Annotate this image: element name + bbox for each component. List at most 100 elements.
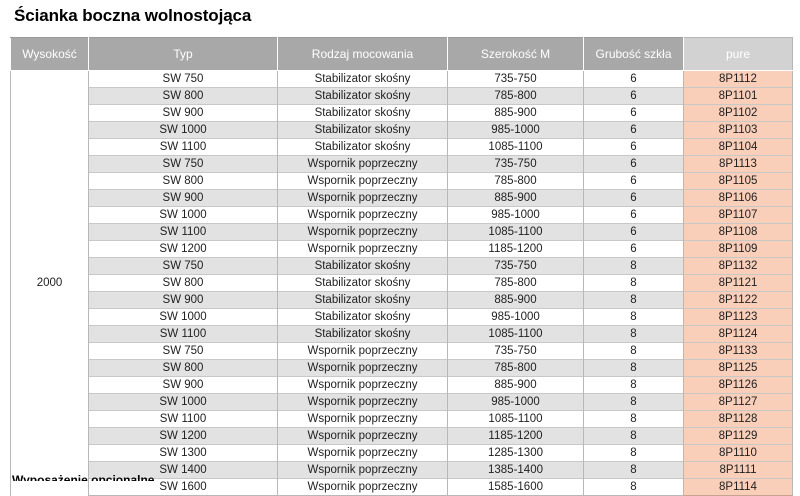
cell-type: SW 1300 [88, 444, 278, 462]
cell-mounting: Stabilizator skośny [277, 70, 448, 88]
cell-type: SW 900 [88, 376, 278, 394]
cell-glass-thickness: 6 [583, 138, 684, 156]
cell-mounting: Stabilizator skośny [277, 87, 448, 105]
cell-type: SW 800 [88, 172, 278, 190]
cell-pure-code: 8P1104 [683, 138, 793, 156]
cell-mounting: Wspornik poprzeczny [277, 410, 448, 428]
document-page: Ścianka boczna wolnostojąca Wysokość Typ… [10, 6, 793, 496]
column-header-glass-thickness: Grubość szkła [583, 37, 684, 71]
cell-width: 1585-1600 [447, 478, 584, 496]
cell-width: 985-1000 [447, 121, 584, 139]
cell-width: 885-900 [447, 104, 584, 122]
cell-pure-code: 8P1107 [683, 206, 793, 224]
cell-width: 1085-1100 [447, 223, 584, 241]
cell-pure-code: 8P1102 [683, 104, 793, 122]
cell-mounting: Stabilizator skośny [277, 121, 448, 139]
cell-glass-thickness: 8 [583, 308, 684, 326]
column-header-height: Wysokość [10, 37, 89, 71]
cell-type: SW 1000 [88, 393, 278, 411]
cell-glass-thickness: 6 [583, 70, 684, 88]
cell-mounting: Wspornik poprzeczny [277, 376, 448, 394]
cell-pure-code: 8P1109 [683, 240, 793, 258]
cell-glass-thickness: 8 [583, 461, 684, 479]
cell-mounting: Stabilizator skośny [277, 257, 448, 275]
cell-type: SW 1600 [88, 478, 278, 496]
cell-pure-code: 8P1111 [683, 461, 793, 479]
cell-type: SW 900 [88, 104, 278, 122]
cell-mounting: Stabilizator skośny [277, 308, 448, 326]
table-row: SW 1200 Wspornik poprzeczny 1185-1200 6 8P11… [11, 240, 793, 258]
column-header-width: Szerokość M [447, 37, 584, 71]
column-header-type: Typ [88, 37, 278, 71]
table-row: SW 1000 Wspornik poprzeczny 985-1000 6 8P110… [11, 206, 793, 224]
cell-mounting: Wspornik poprzeczny [277, 189, 448, 207]
cell-width: 885-900 [447, 376, 584, 394]
column-header-pure: pure [683, 37, 793, 71]
table-row: 2000 SW 750 Stabilizator skośny 735-750 6 8P1… [10, 70, 793, 496]
cell-glass-thickness: 6 [583, 121, 684, 139]
table-row: SW 1000 Stabilizator skośny 985-1000 6 8P110… [11, 121, 793, 139]
cell-pure-code: 8P1105 [683, 172, 793, 190]
cell-width: 785-800 [447, 172, 584, 190]
cell-mounting: Wspornik poprzeczny [277, 342, 448, 360]
footnote-text: Wyposażenie opcjonalne [12, 473, 155, 481]
cell-pure-code: 8P1132 [683, 257, 793, 275]
table-row: SW 1600 Wspornik poprzeczny 1585-1600 8 8P11… [11, 478, 793, 496]
cell-mounting: Wspornik poprzeczny [277, 155, 448, 173]
cell-glass-thickness: 8 [583, 325, 684, 343]
cell-pure-code: 8P1112 [683, 70, 793, 88]
cell-mounting: Stabilizator skośny [277, 104, 448, 122]
cell-glass-thickness: 8 [583, 410, 684, 428]
cell-glass-thickness: 6 [583, 189, 684, 207]
cell-type: SW 900 [88, 291, 278, 309]
table-row: SW 1300 Wspornik poprzeczny 1285-1300 8 8P11… [11, 444, 793, 462]
cell-pure-code: 8P1128 [683, 410, 793, 428]
table-header: Wysokość Typ Rodzaj mocowania Szerokość … [10, 37, 793, 71]
cell-width: 1085-1100 [447, 410, 584, 428]
table-row: SW 750 Stabilizator skośny 735-750 8 8P1132 [11, 257, 793, 275]
cell-pure-code: 8P1101 [683, 87, 793, 105]
cell-mounting: Wspornik poprzeczny [277, 393, 448, 411]
cell-width: 735-750 [447, 257, 584, 275]
cell-type: SW 1000 [88, 206, 278, 224]
page-title: Ścianka boczna wolnostojąca [14, 6, 252, 25]
cell-glass-thickness: 6 [583, 155, 684, 173]
table-row: SW 1400 Wspornik poprzeczny 1385-1400 8 8P11… [11, 461, 793, 479]
cell-glass-thickness: 8 [583, 444, 684, 462]
cell-width: 985-1000 [447, 393, 584, 411]
table-body: 2000 SW 750 Stabilizator skośny 735-750 6 8P1… [10, 70, 793, 496]
cell-glass-thickness: 6 [583, 87, 684, 105]
cell-width: 1085-1100 [447, 325, 584, 343]
table-row: SW 800 Wspornik poprzeczny 785-800 6 8P1105 [11, 172, 793, 190]
cell-width: 785-800 [447, 274, 584, 292]
cell-glass-thickness: 6 [583, 223, 684, 241]
table-row: SW 1100 Wspornik poprzeczny 1085-1100 6 8P11… [11, 223, 793, 241]
cell-glass-thickness: 8 [583, 291, 684, 309]
cell-type: SW 1100 [88, 325, 278, 343]
cell-type: SW 1000 [88, 308, 278, 326]
cell-glass-thickness: 6 [583, 206, 684, 224]
cell-type: SW 1200 [88, 240, 278, 258]
cell-pure-code: 8P1124 [683, 325, 793, 343]
table-row: SW 900 Stabilizator skośny 885-900 6 8P1102 [11, 104, 793, 122]
cell-pure-code: 8P1106 [683, 189, 793, 207]
cell-mounting: Stabilizator skośny [277, 291, 448, 309]
cell-width: 1285-1300 [447, 444, 584, 462]
cell-width: 1185-1200 [447, 240, 584, 258]
table-row: SW 750 Wspornik poprzeczny 735-750 6 8P1113 [11, 155, 793, 173]
cell-type: SW 1100 [88, 223, 278, 241]
cell-mounting: Wspornik poprzeczny [277, 223, 448, 241]
table-row: SW 900 Wspornik poprzeczny 885-900 6 8P1106 [11, 189, 793, 207]
cell-type: SW 800 [88, 87, 278, 105]
cell-glass-thickness: 6 [583, 172, 684, 190]
cell-glass-thickness: 6 [583, 240, 684, 258]
cell-mounting: Wspornik poprzeczny [277, 444, 448, 462]
table-row: SW 800 Stabilizator skośny 785-800 6 8P1101 [11, 87, 793, 105]
table-row: SW 800 Wspornik poprzeczny 785-800 8 8P1125 [11, 359, 793, 377]
cell-glass-thickness: 8 [583, 359, 684, 377]
cell-width: 735-750 [447, 70, 584, 88]
cell-pure-code: 8P1127 [683, 393, 793, 411]
cell-glass-thickness: 6 [583, 104, 684, 122]
cell-mounting: Wspornik poprzeczny [277, 206, 448, 224]
cell-pure-code: 8P1103 [683, 121, 793, 139]
